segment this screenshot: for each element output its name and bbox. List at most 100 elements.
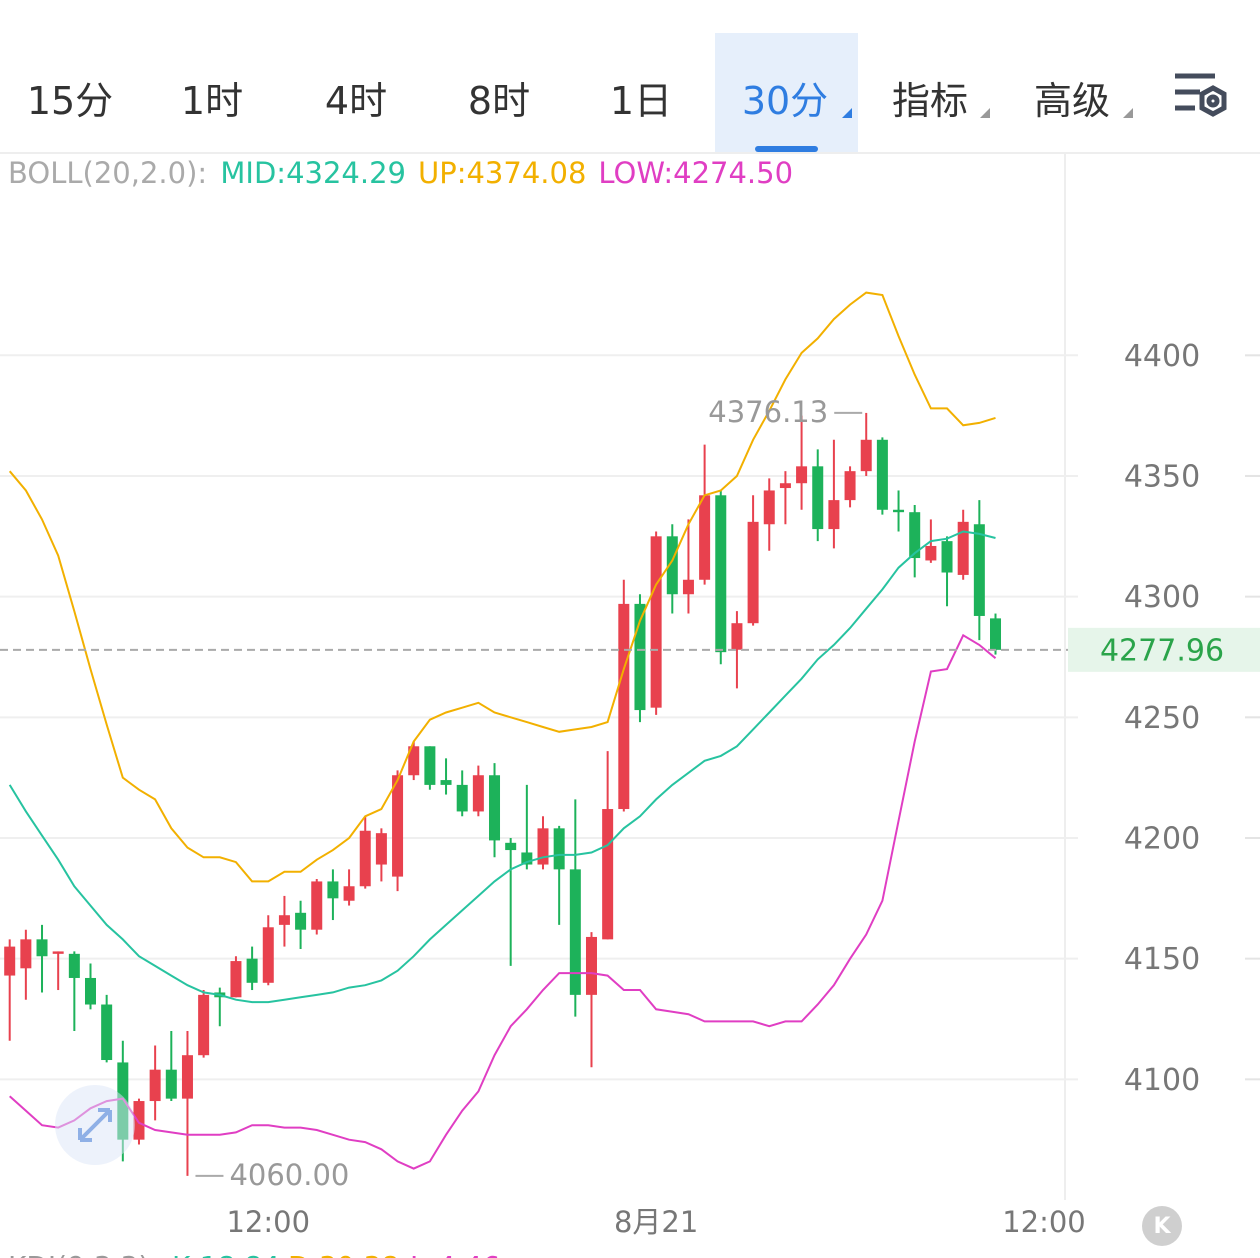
candle-body [505,842,517,851]
boll-line [8,291,996,883]
x-tick-label: 12:00 [226,1205,310,1239]
tab-selected[interactable]: 30分 [741,79,829,123]
boll-line [8,530,996,1004]
candle-body [440,780,452,785]
boll-line [9,633,997,1170]
candle-body [408,746,420,776]
candle-body [941,541,953,573]
settings-icon[interactable] [1175,73,1227,117]
candle-body [165,1069,177,1099]
candle-body [796,466,808,484]
dropdown-caret [842,108,852,118]
candle-body [375,833,387,865]
low-label: 4060.00 [229,1158,349,1192]
candle-body [295,912,307,930]
k-button[interactable] [1142,1206,1182,1246]
tab[interactable]: 1时 [180,79,244,123]
candle-body [230,961,242,998]
candle-body [779,483,791,489]
candle-body [149,1069,161,1102]
candle-body [20,939,32,969]
tab[interactable]: 指标 [891,79,969,123]
candle-body [198,994,210,1056]
last-price-box [1068,627,1260,672]
k-button-label[interactable]: K [1153,1214,1171,1239]
y-tick-label: 4300 [1124,580,1200,615]
tab[interactable]: 1日 [609,79,673,123]
kdj-d: D:30.38 [288,1250,399,1258]
y-tick-label: 4350 [1124,459,1200,494]
candle-body [472,775,484,812]
legend-entry: LOW:4274.50 [598,156,794,190]
candle-body [553,828,565,870]
tab[interactable]: 4时 [324,79,388,123]
candle-body [763,490,775,525]
expand-button[interactable] [55,1085,135,1165]
candle-body [699,495,711,580]
tab[interactable]: 8时 [467,79,531,123]
candle-body [311,881,323,930]
candle-body [812,466,824,530]
selected-tab-indicator [755,146,818,152]
candle-body [181,1055,193,1099]
kdj-title: KDJ(9,3,3) [8,1250,149,1258]
indicator-name: BOLL(20,2.0): [8,156,208,190]
candle-body [278,915,290,925]
candle-body [521,852,533,865]
legend-entry: MID:4324.29 [220,156,406,190]
y-tick-label: 4200 [1124,821,1200,856]
candle-body [424,746,436,785]
candle-body [68,953,80,978]
selected-tab-bg [715,33,858,152]
candle-body [650,536,662,708]
candle-body [489,775,501,841]
tab[interactable]: 高级 [1033,79,1111,123]
candle-body [973,524,985,616]
candle-body [666,536,678,595]
x-tick-label: 12:00 [1002,1205,1086,1239]
candle-body [343,886,355,901]
candle-body [569,869,581,995]
candle-body [392,775,404,877]
candle-body [860,439,872,472]
candle-body [844,471,856,501]
candle-body [618,603,630,810]
candle-body [262,927,274,983]
candle-body [327,881,339,899]
tab[interactable]: 15分 [26,79,114,123]
candle-body [731,623,743,650]
candle-body [634,603,646,711]
y-tick-label: 4250 [1124,701,1200,736]
candle-body [990,618,1002,650]
candle-body [85,977,97,1005]
candle-body [52,951,64,954]
candle-body [957,521,969,575]
x-tick-label: 8月21 [614,1205,698,1239]
candle-body [602,809,614,940]
candle-body [682,579,694,595]
candle-body [36,939,48,957]
kdj-k: K:18.84 [172,1250,280,1258]
candle-body [909,512,921,559]
candle-body [876,439,888,510]
candle-body [359,830,371,887]
candle-body [925,545,937,561]
last-price-label: 4277.96 [1100,633,1224,668]
candle-body [893,509,905,513]
candle-body [828,500,840,530]
y-tick-label: 4100 [1124,1063,1200,1098]
high-label: 4376.13 [708,395,828,429]
indicator-legend: BOLL(20,2.0): MID:4324.29 UP:4374.08 LOW:4… [8,156,805,190]
candle-body [133,1101,145,1140]
candle-body [456,784,468,812]
kdj-j: J:-4.46 [408,1250,500,1258]
candle-body [4,946,16,976]
y-tick-label: 4400 [1124,339,1200,374]
plot-area: 4100 4150 4200 4250 4300 4350 4400 12:00 8月21 12:… [0,291,1260,1239]
legend-entry: UP:4374.08 [418,156,587,190]
candle-body [246,958,258,983]
dropdown-caret [980,108,990,118]
candle-body [585,936,597,995]
